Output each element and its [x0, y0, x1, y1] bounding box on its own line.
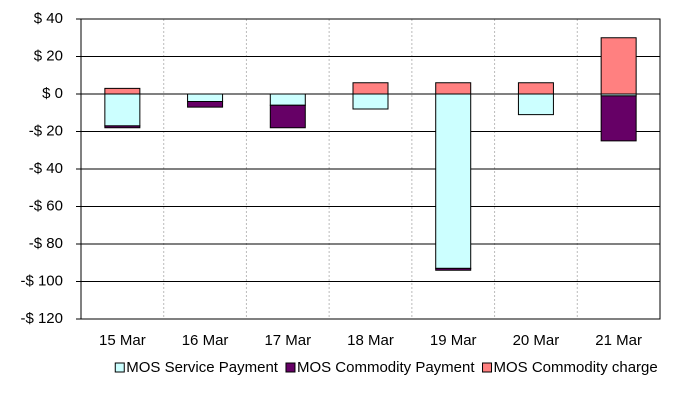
- bar: [187, 101, 224, 108]
- bar: [269, 104, 306, 129]
- x-tick-label: 16 Mar: [182, 332, 229, 349]
- x-tick-label: 21 Mar: [595, 332, 642, 349]
- y-tick-label: -$ 80: [29, 235, 63, 252]
- bar: [187, 93, 224, 102]
- legend-swatch: [285, 362, 296, 373]
- x-tick-label: 18 Mar: [347, 332, 394, 349]
- y-tick-label: $ 40: [34, 10, 63, 27]
- legend-swatch: [482, 362, 493, 373]
- y-tick-label: -$ 60: [29, 197, 63, 214]
- x-tick-label: 17 Mar: [264, 332, 311, 349]
- y-tick-label: -$ 40: [29, 160, 63, 177]
- bar: [600, 37, 637, 95]
- x-tick-label: 20 Mar: [513, 332, 560, 349]
- bar: [352, 82, 389, 95]
- bar: [269, 93, 306, 106]
- bar: [517, 93, 554, 116]
- bar: [517, 82, 554, 95]
- bar: [104, 87, 141, 95]
- bar: [104, 125, 141, 129]
- legend-label: MOS Commodity Payment: [297, 359, 475, 376]
- bar: [352, 93, 389, 110]
- legend-label: MOS Commodity charge: [494, 359, 658, 376]
- y-tick-label: -$ 120: [20, 310, 63, 327]
- bar: [435, 267, 472, 271]
- bar: [435, 82, 472, 95]
- y-tick-label: $ 0: [42, 85, 63, 102]
- y-tick-label: -$ 100: [20, 272, 63, 289]
- x-tick-label: 15 Mar: [99, 332, 146, 349]
- bar: [104, 93, 141, 127]
- bar: [435, 93, 472, 269]
- y-tick-label: -$ 20: [29, 122, 63, 139]
- x-tick-label: 19 Mar: [430, 332, 477, 349]
- legend-label: MOS Service Payment: [126, 359, 279, 376]
- y-tick-label: $ 20: [34, 47, 63, 64]
- bar: [600, 95, 637, 142]
- legend-swatch: [114, 362, 125, 373]
